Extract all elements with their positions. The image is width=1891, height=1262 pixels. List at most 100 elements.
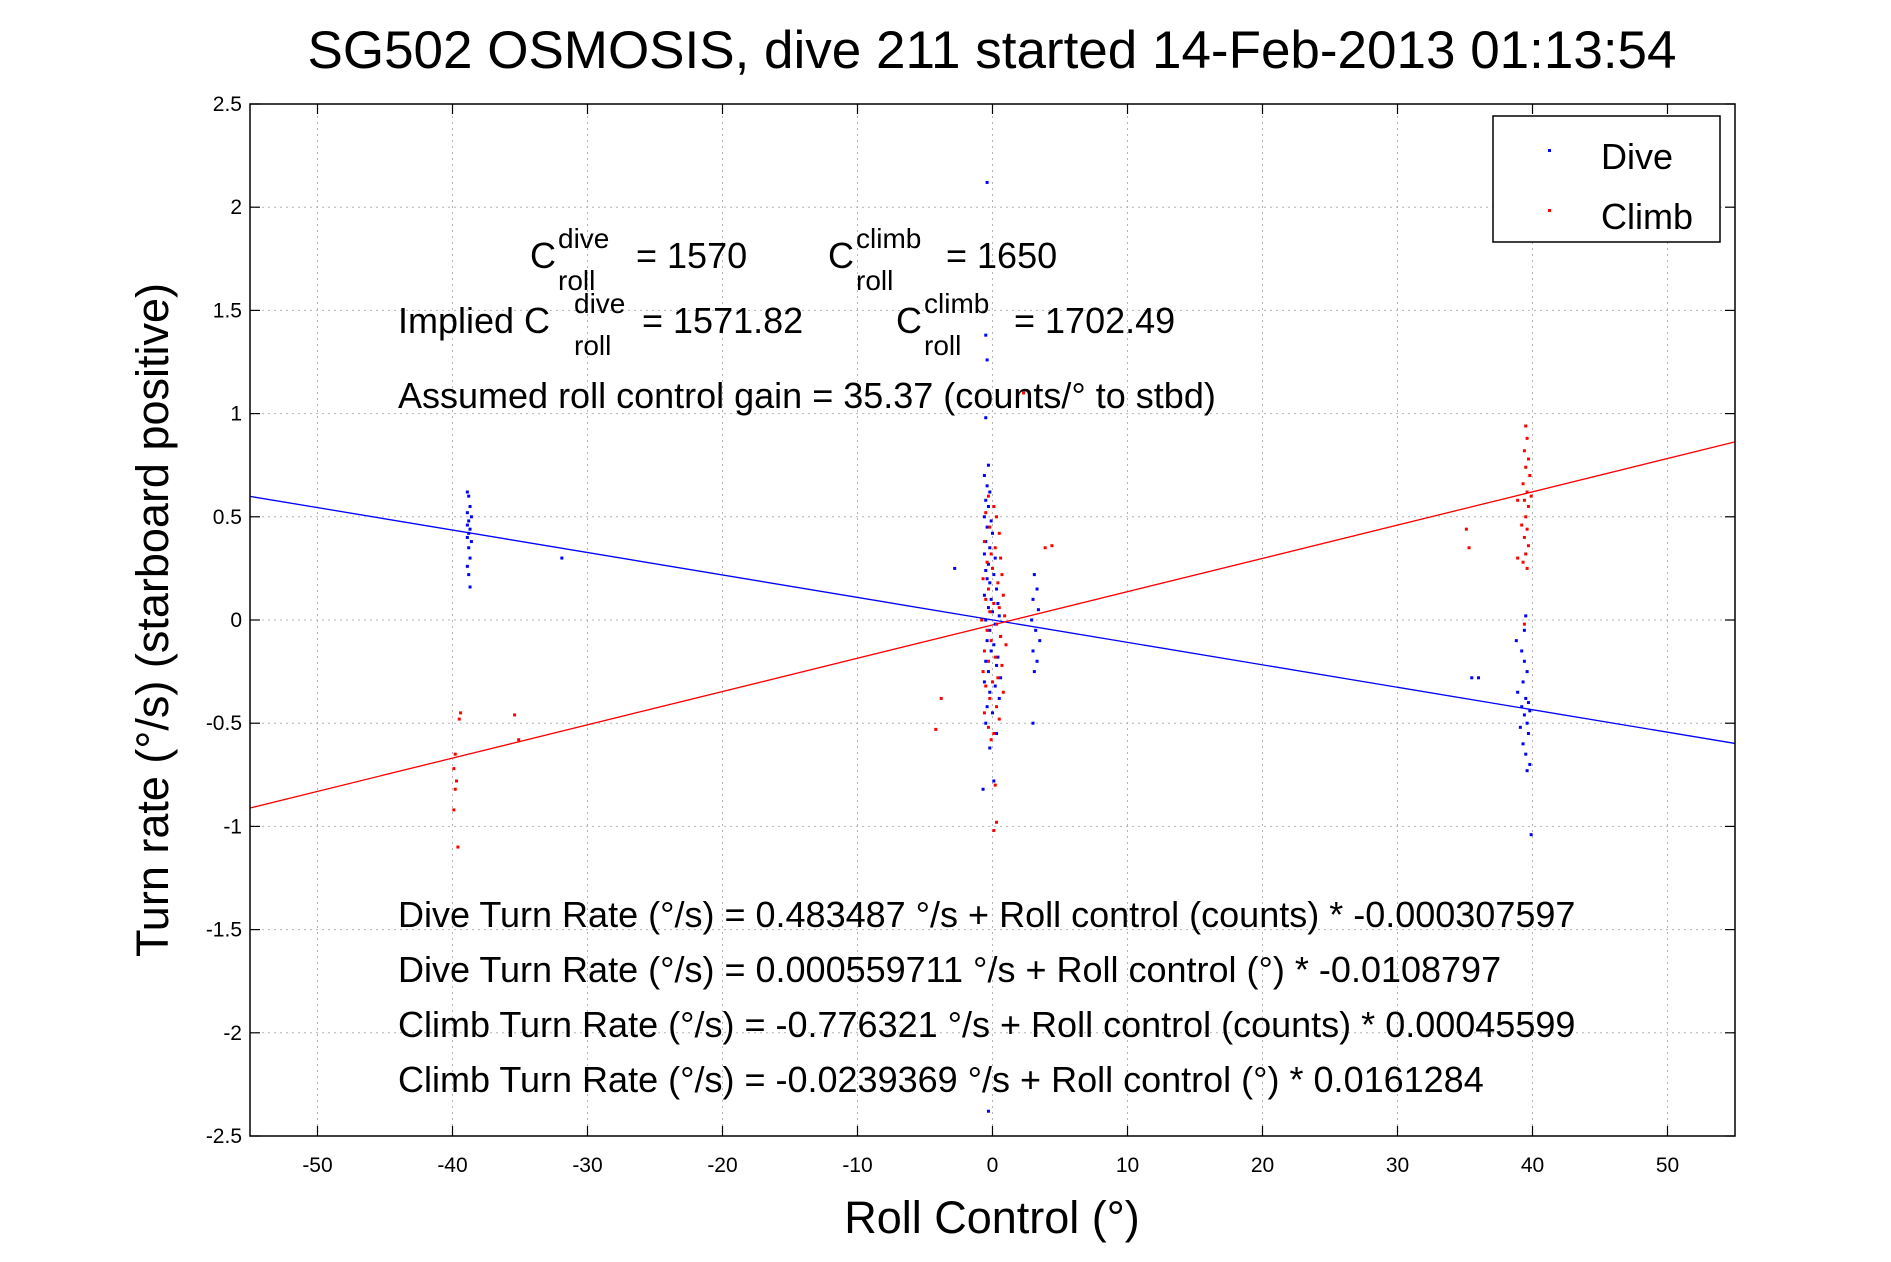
data-point-dive	[988, 546, 992, 550]
data-point-dive	[1035, 587, 1039, 591]
data-point-dive	[1031, 597, 1035, 601]
y-tick-label: -2	[223, 1022, 242, 1045]
data-point-dive	[985, 180, 989, 184]
data-point-dive	[995, 663, 999, 667]
data-point-dive	[989, 519, 993, 523]
data-point-climb	[456, 845, 460, 849]
fit-lines	[249, 441, 1736, 809]
data-point-dive	[1522, 628, 1526, 632]
data-point-climb	[992, 732, 996, 736]
data-point-climb	[1464, 527, 1468, 531]
data-point-climb	[996, 676, 1000, 680]
data-point-dive	[995, 587, 999, 591]
data-point-climb	[997, 531, 1001, 535]
data-point-climb	[1524, 552, 1528, 556]
x-tick-label: -10	[842, 1154, 872, 1177]
data-point-dive	[996, 601, 1000, 605]
data-point-dive	[1031, 649, 1035, 653]
data-point-climb	[1004, 643, 1008, 647]
y-tick-label: -1	[223, 815, 242, 838]
data-point-climb	[996, 581, 1000, 585]
data-point-climb	[1524, 424, 1528, 428]
data-point-dive	[465, 535, 469, 539]
x-tick-label: 0	[987, 1154, 999, 1177]
data-point-dive	[467, 519, 471, 523]
grid	[250, 104, 1735, 1136]
data-point-dive	[468, 556, 472, 560]
data-point-dive	[984, 721, 988, 725]
data-point-climb	[986, 494, 990, 498]
data-point-dive	[984, 333, 988, 337]
data-point-dive	[999, 676, 1003, 680]
data-point-dive	[991, 711, 994, 715]
data-point-dive	[996, 655, 1000, 659]
y-tick-label: -2.5	[206, 1125, 242, 1148]
data-point-climb	[939, 696, 943, 700]
data-point-dive	[981, 787, 985, 791]
data-point-dive	[989, 597, 993, 601]
data-point-dive	[991, 531, 994, 535]
data-point-dive	[1526, 701, 1530, 705]
data-point-dive	[1032, 670, 1036, 674]
data-point-dive	[465, 523, 469, 527]
data-point-climb	[1022, 391, 1026, 395]
data-point-dive	[988, 490, 992, 494]
data-points	[452, 180, 1533, 1113]
data-point-climb	[995, 820, 999, 824]
chart-title: SG502 OSMOSIS, dive 211 started 14-Feb-2…	[308, 21, 1677, 80]
data-point-dive	[468, 527, 472, 531]
data-point-climb	[982, 649, 986, 653]
data-point-dive	[985, 639, 989, 643]
data-point-dive	[1034, 628, 1038, 632]
data-point-climb	[992, 504, 996, 508]
data-point-dive	[985, 358, 989, 362]
data-point-climb	[1521, 560, 1525, 564]
data-point-climb	[995, 622, 999, 626]
data-point-climb	[513, 713, 517, 717]
data-point-dive	[982, 680, 986, 684]
data-point-climb	[1050, 544, 1054, 548]
data-point-dive	[985, 525, 989, 529]
data-point-climb	[517, 738, 521, 742]
data-point-climb	[980, 618, 984, 622]
data-point-dive	[1524, 614, 1528, 618]
data-point-climb	[1525, 527, 1529, 531]
data-point-climb	[992, 601, 996, 605]
y-axis-label: Turn rate (°/s) (starboard positive)	[127, 283, 178, 957]
y-tick-labels: -2.5 -2 -1.5 -1 -0.5 0 0.5 1 1.5 2 2.5	[206, 93, 242, 1148]
data-point-climb	[982, 711, 986, 715]
implied-dive-sup: dive	[574, 288, 625, 319]
data-point-climb	[452, 767, 456, 771]
y-tick-label: -1.5	[206, 919, 242, 942]
data-point-climb	[1525, 490, 1529, 494]
implied-dive-value: = 1571.82	[642, 300, 803, 341]
data-point-climb	[991, 680, 994, 684]
c-climb-value: = 1650	[946, 235, 1057, 276]
data-point-dive	[993, 556, 997, 560]
y-tick-label: 1.5	[213, 299, 242, 322]
data-point-climb	[1520, 523, 1524, 527]
data-point-dive	[982, 593, 986, 597]
data-point-climb	[1524, 515, 1528, 519]
data-point-dive	[1528, 762, 1532, 766]
data-point-climb	[934, 727, 938, 731]
data-point-climb	[1529, 494, 1533, 498]
data-point-climb	[989, 552, 993, 556]
implied-dive-sub: roll	[574, 330, 611, 361]
data-point-climb	[995, 705, 999, 709]
data-point-dive	[1526, 732, 1530, 736]
data-point-dive	[1516, 690, 1520, 694]
legend-marker-climb	[1548, 209, 1551, 212]
data-point-climb	[997, 606, 1001, 610]
data-point-climb	[1003, 614, 1007, 618]
data-point-dive	[1518, 725, 1522, 729]
data-point-dive	[988, 628, 992, 632]
data-point-climb	[1522, 449, 1526, 453]
data-point-dive	[992, 573, 996, 577]
data-point-dive	[997, 696, 1001, 700]
data-point-dive	[992, 779, 996, 783]
data-point-dive	[1525, 721, 1529, 725]
data-point-dive	[985, 705, 989, 709]
axis-ticks	[250, 103, 1735, 1137]
